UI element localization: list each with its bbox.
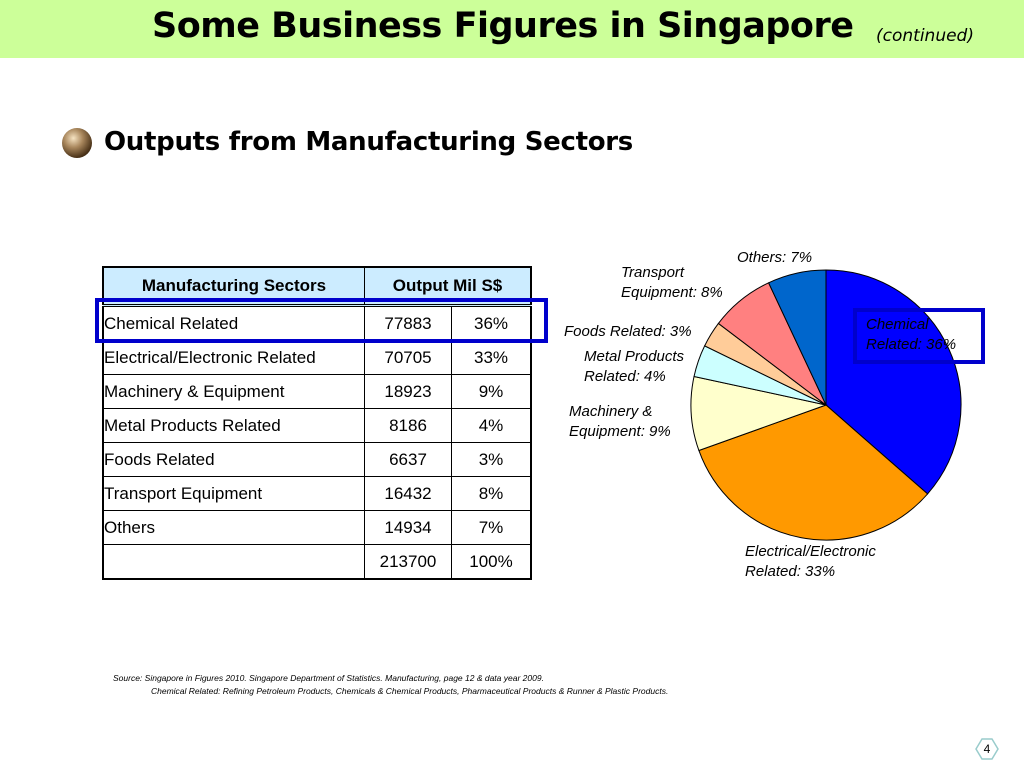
sector-cell: Transport Equipment	[102, 476, 365, 511]
pie-label-transport: Transport Equipment: 8%	[621, 264, 723, 301]
output-cell: 14934	[364, 510, 452, 545]
table-row: Others 14934 7%	[102, 510, 532, 545]
source-line: Source: Singapore in Figures 2010. Singa…	[113, 673, 544, 683]
pie-label-others: Others: 7%	[737, 249, 813, 266]
manufacturing-table: Manufacturing Sectors Output Mil S$ Chem…	[102, 266, 532, 580]
table-row: Foods Related 6637 3%	[102, 442, 532, 477]
pie-slice-chemical	[825, 269, 962, 495]
percent-cell: 36%	[451, 305, 532, 341]
total-label-cell	[102, 544, 365, 580]
table-total-row: 213700 100%	[102, 544, 532, 580]
title-bar: Some Business Figures in Singapore (cont…	[0, 0, 1024, 58]
page-diamond-icon	[975, 738, 999, 760]
chemical-row-highlight	[95, 298, 548, 343]
percent-cell: 4%	[451, 408, 532, 443]
pie-slice-others	[767, 269, 827, 406]
section-heading: Outputs from Manufacturing Sectors	[104, 127, 633, 157]
slide-title-suffix: (continued)	[876, 26, 974, 46]
pie-label-metal: Metal Products Related: 4%	[584, 348, 685, 385]
pie-label-chemical: Chemical Related: 36%	[866, 316, 957, 353]
percent-cell: 3%	[451, 442, 532, 477]
output-cell: 70705	[364, 340, 452, 375]
table-row: Transport Equipment 16432 8%	[102, 476, 532, 511]
table-row: Metal Products Related 8186 4%	[102, 408, 532, 443]
source-definition: Chemical Related: Refining Petroleum Pro…	[151, 686, 669, 696]
output-cell: 77883	[364, 305, 452, 341]
source-note: Source: Singapore in Figures 2010. Singa…	[113, 672, 668, 698]
table-row: Electrical/Electronic Related 70705 33%	[102, 340, 532, 375]
percent-cell: 9%	[451, 374, 532, 409]
pie-slice-electrical	[698, 404, 929, 541]
output-cell: 16432	[364, 476, 452, 511]
total-output-cell: 213700	[364, 544, 452, 580]
sector-cell: Others	[102, 510, 365, 545]
pie-label-foods: Foods Related: 3%	[564, 323, 692, 340]
page-number: 4	[972, 736, 1002, 762]
sector-cell: Chemical Related	[102, 305, 365, 341]
table-row: Chemical Related 77883 36%	[102, 305, 532, 341]
slide-title: Some Business Figures in Singapore	[152, 6, 854, 46]
percent-cell: 7%	[451, 510, 532, 545]
sector-cell: Foods Related	[102, 442, 365, 477]
total-percent-cell: 100%	[451, 544, 532, 580]
output-cell: 8186	[364, 408, 452, 443]
bronze-sphere-icon	[62, 128, 92, 158]
pie-label-machinery: Machinery & Equipment: 9%	[569, 403, 671, 440]
percent-cell: 8%	[451, 476, 532, 511]
pie-label-electrical: Electrical/Electronic Related: 33%	[745, 543, 876, 580]
sector-cell: Electrical/Electronic Related	[102, 340, 365, 375]
output-cell: 18923	[364, 374, 452, 409]
chemical-label-highlight	[853, 308, 985, 364]
